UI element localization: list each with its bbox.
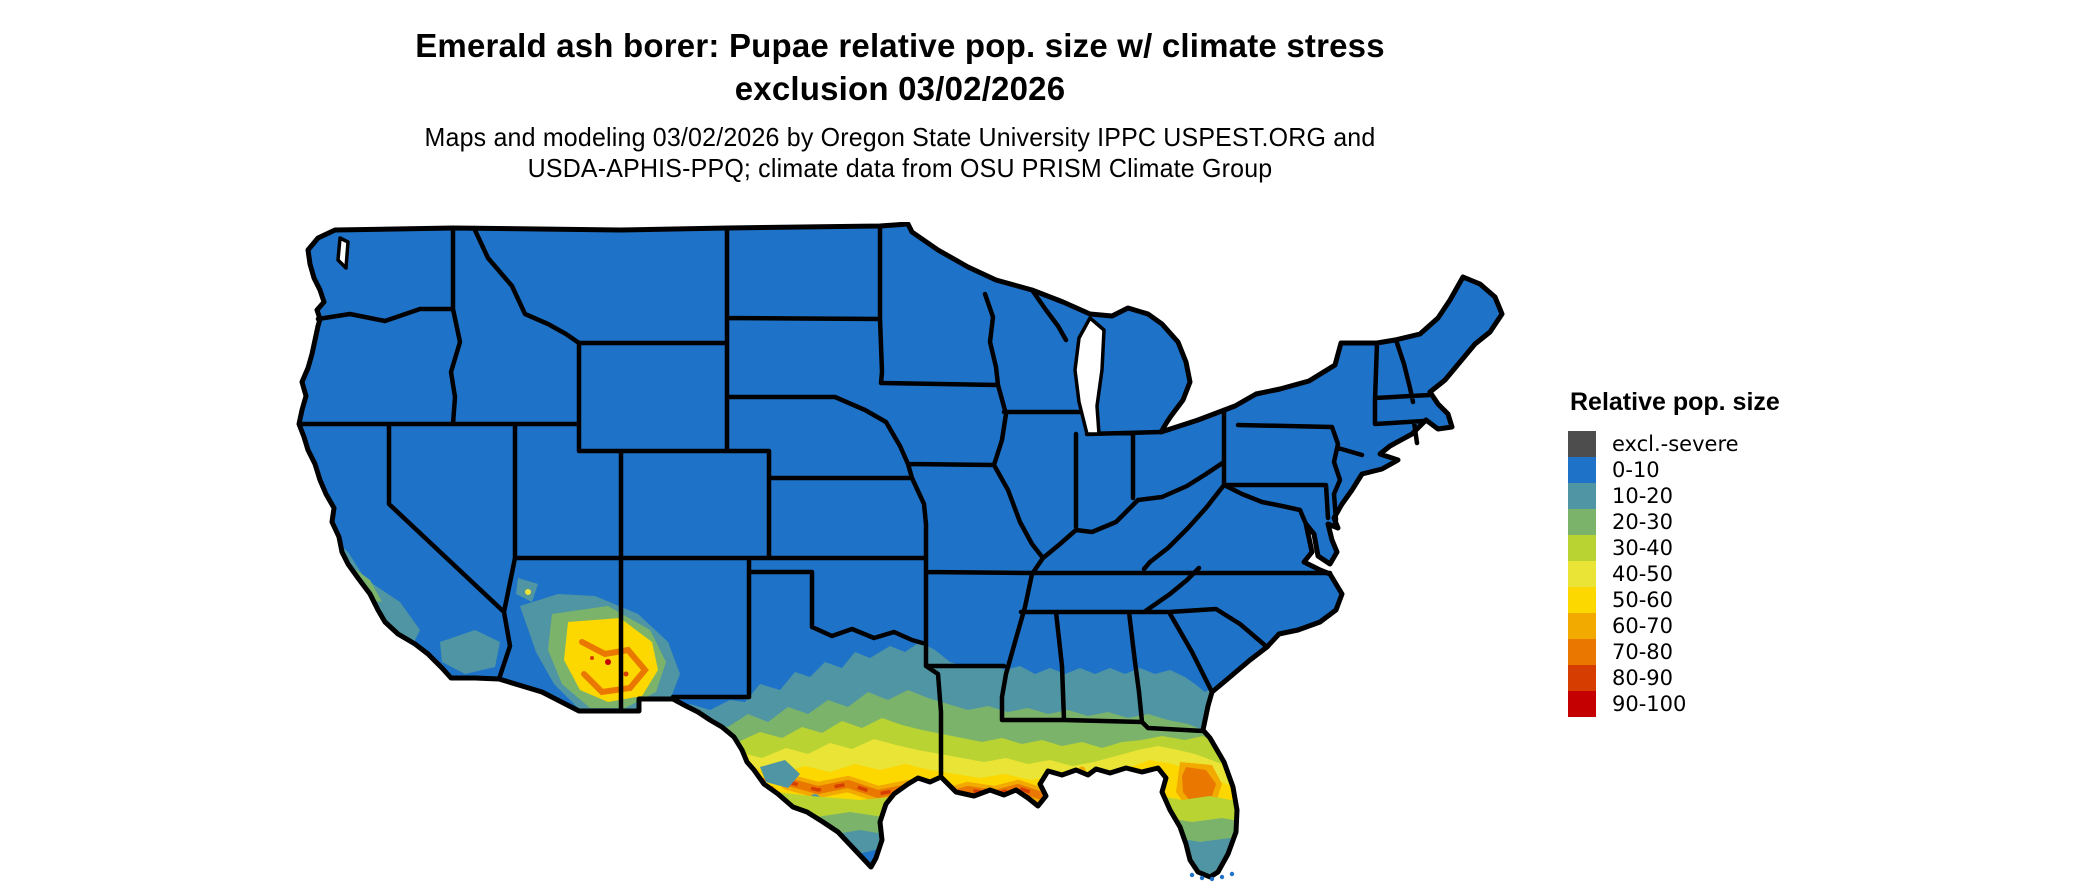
spot-wtx-10-20 [760,760,800,788]
legend-item: 30-40 [1568,535,1988,561]
az-red-speck1 [605,659,611,665]
us-map-svg [290,222,1510,882]
legend-swatch [1568,587,1596,613]
legend-swatch [1568,457,1596,483]
legend-label: 50-60 [1612,588,1674,612]
legend-swatch [1568,431,1596,457]
legend-label: 10-20 [1612,484,1674,508]
legend-swatch [1568,483,1596,509]
stx-20-30 [750,812,935,877]
legend-title: Relative pop. size [1570,388,1780,416]
legend-label: 60-70 [1612,614,1674,638]
az-70-80 [579,639,649,696]
legend-swatch [1568,535,1596,561]
legend-item: 0-10 [1568,457,1988,483]
map-subtitle: Maps and modeling 03/02/2026 by Oregon S… [0,122,1800,184]
legend-swatch [1568,691,1596,717]
az-red-speck2 [623,671,629,677]
legend-label: 20-30 [1612,510,1674,534]
ca-yellow1 [396,640,404,648]
legend-label: 0-10 [1612,458,1660,482]
az-red-speck3 [590,656,594,660]
legend-label: 90-100 [1612,692,1687,716]
map-subtitle-line1: Maps and modeling 03/02/2026 by Oregon S… [424,122,1376,152]
nv-40-50 [525,589,531,595]
map-title-line1: Emerald ash borer: Pupae relative pop. s… [415,27,1385,64]
legend-swatch [1568,639,1596,665]
legend-item: excl.-severe [1568,431,1988,457]
legend-item: 60-70 [1568,613,1988,639]
legend-swatch [1568,509,1596,535]
legend-swatch [1568,665,1596,691]
legend-label: 80-90 [1612,666,1674,690]
legend-item: 40-50 [1568,561,1988,587]
legend-swatch [1568,561,1596,587]
legend-swatch [1568,613,1596,639]
ca-yellow2 [416,656,424,664]
state-borders [296,223,1433,778]
legend-label: 30-40 [1612,536,1674,560]
puget-sound [336,236,350,270]
legend-item: 20-30 [1568,509,1988,535]
legend-item: 90-100 [1568,691,1988,717]
legend-label: excl.-severe [1612,432,1739,456]
legend-item: 50-60 [1568,587,1988,613]
map-title-line2: exclusion 03/02/2026 [734,70,1066,107]
ca-mojave-10-20 [440,630,500,674]
map-title: Emerald ash borer: Pupae relative pop. s… [0,24,1800,110]
legend-item: 70-80 [1568,639,1988,665]
fl-70-80-core [1182,767,1216,806]
legend-label: 70-80 [1612,640,1674,664]
us-map [290,222,1510,882]
legend-item: 10-20 [1568,483,1988,509]
stx-10-20 [770,830,935,877]
lake-michigan [1073,316,1106,436]
florida-keys-specks [1189,871,1235,882]
stx-30-40 [740,790,935,877]
map-subtitle-line2: USDA-APHIS-PPQ; climate data from OSU PR… [527,153,1273,183]
legend-rows: excl.-severe 0-10 10-20 20-30 30-40 40-50 50-6… [1568,431,1988,717]
legend-label: 40-50 [1612,562,1674,586]
raster-fill-layer [299,224,1502,877]
legend: Relative pop. size excl.-severe 0-10 10-20… [1568,388,1988,717]
ca-valley-10-20 [368,582,420,650]
legend-item: 80-90 [1568,665,1988,691]
